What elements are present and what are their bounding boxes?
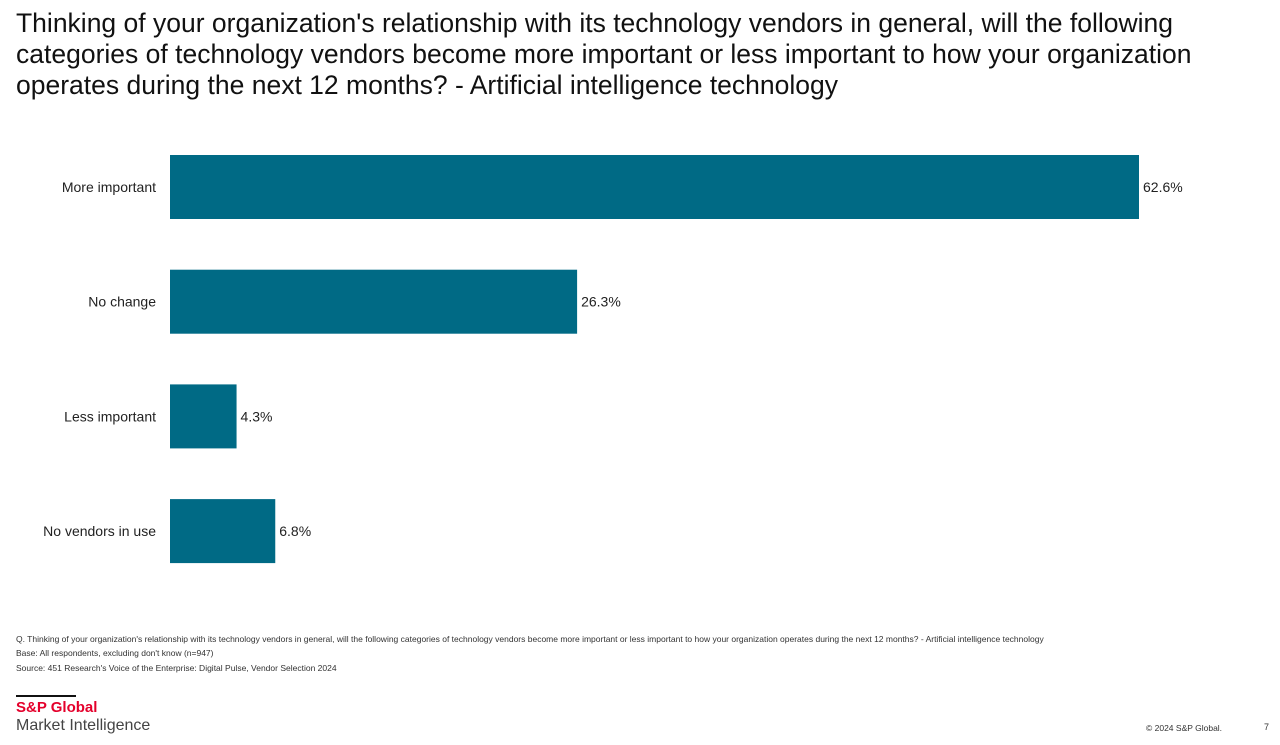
footnote-source: Source: 451 Research's Voice of the Ente… [16, 663, 337, 673]
footnote-base: Base: All respondents, excluding don't k… [16, 648, 214, 658]
chart-title: Thinking of your organization's relation… [16, 8, 1192, 100]
copyright: © 2024 S&P Global. [1146, 723, 1223, 733]
logo-rule [16, 695, 76, 697]
bar-2 [170, 384, 237, 449]
data-label: 26.3% [581, 294, 621, 310]
bar-0 [170, 155, 1139, 219]
logo-subtitle: Market Intelligence [16, 717, 151, 734]
category-label: More important [62, 179, 156, 195]
logo-brand: S&P Global [16, 699, 98, 716]
data-label: 6.8% [279, 523, 311, 539]
data-label: 4.3% [241, 408, 273, 424]
category-label: No vendors in use [43, 523, 156, 539]
page-number: 7 [1264, 722, 1270, 732]
footnote-question: Q. Thinking of your organization's relat… [16, 634, 1044, 644]
data-label: 62.6% [1143, 179, 1183, 195]
bar-chart: More important 62.6% No change 26.3% Less im… [43, 155, 1183, 564]
bar-3 [170, 499, 276, 564]
category-label: No change [88, 294, 156, 310]
bar-1 [170, 269, 578, 334]
category-label: Less important [64, 408, 156, 424]
